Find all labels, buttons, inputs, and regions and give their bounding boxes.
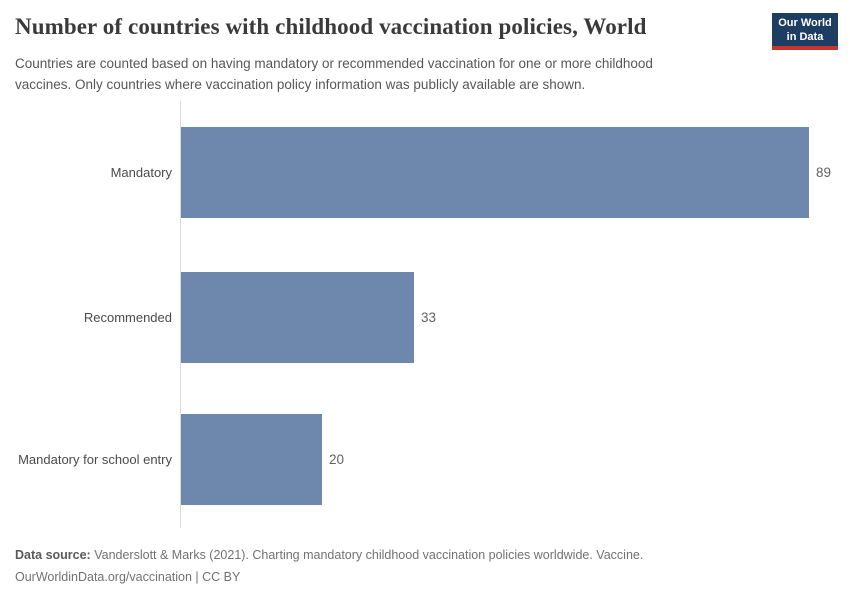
license-line: OurWorldinData.org/vaccination | CC BY bbox=[15, 570, 241, 584]
datasource-label: Data source: bbox=[15, 548, 91, 562]
owid-logo[interactable]: Our World in Data bbox=[772, 13, 838, 50]
value-label: 33 bbox=[421, 310, 437, 325]
owid-logo-line1: Our World bbox=[778, 17, 832, 29]
chart-title: Number of countries with childhood vacci… bbox=[15, 14, 647, 39]
chart-footer: Data source: Vanderslott & Marks (2021).… bbox=[15, 544, 835, 588]
category-label: Mandatory bbox=[110, 164, 172, 180]
datasource-text: Vanderslott & Marks (2021). Charting man… bbox=[90, 548, 644, 562]
chart-subtitle: Countries are counted based on having ma… bbox=[15, 56, 653, 92]
bar-row: Recommended 33 bbox=[0, 272, 850, 363]
bar[interactable] bbox=[181, 127, 809, 218]
category-label: Mandatory for school entry bbox=[18, 451, 172, 467]
bar[interactable] bbox=[181, 272, 414, 363]
owid-logo-line2: in Data bbox=[786, 31, 824, 43]
category-label: Recommended bbox=[83, 309, 172, 325]
bar-row: Mandatory for school entry 20 bbox=[0, 414, 850, 505]
value-label: 20 bbox=[329, 452, 345, 467]
value-label: 89 bbox=[816, 165, 832, 180]
bar-row: Mandatory 89 bbox=[0, 127, 850, 218]
bar[interactable] bbox=[181, 414, 322, 505]
y-axis-line bbox=[180, 101, 181, 528]
datasource-line: Data source: Vanderslott & Marks (2021).… bbox=[15, 544, 835, 566]
